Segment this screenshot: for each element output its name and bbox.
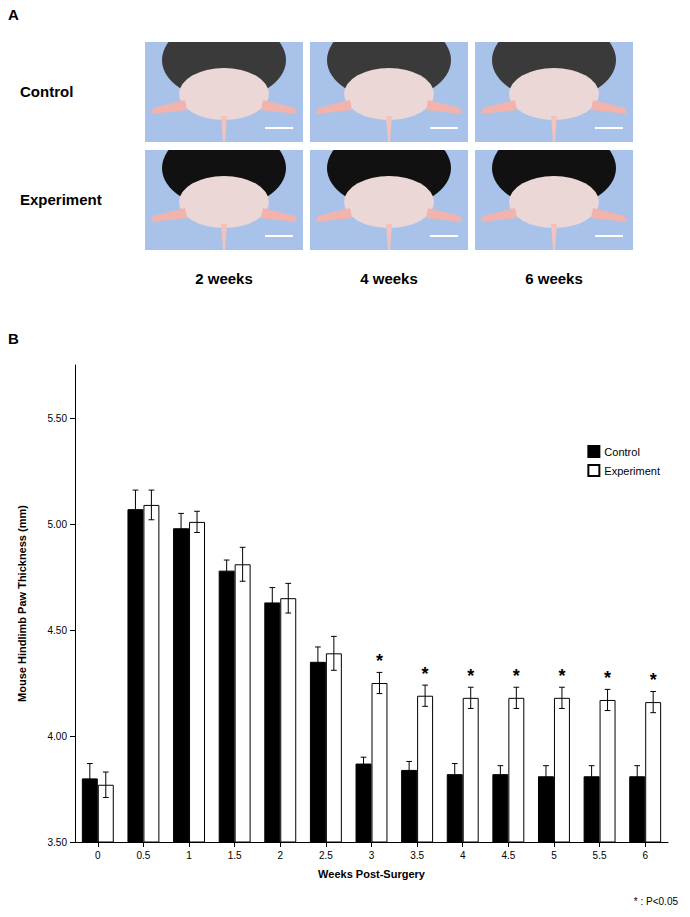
html-text:2 weeks: 2 weeks xyxy=(195,270,253,287)
svg-text:3.5: 3.5 xyxy=(410,850,424,861)
svg-text:*: * xyxy=(422,664,429,684)
svg-text:Weeks Post-Surgery: Weeks Post-Surgery xyxy=(318,868,426,880)
svg-text:*: * xyxy=(604,668,611,688)
svg-text:3.50: 3.50 xyxy=(48,837,68,848)
svg-text:0: 0 xyxy=(95,850,101,861)
svg-text:4.50: 4.50 xyxy=(48,625,68,636)
svg-text:*: * xyxy=(467,666,474,686)
svg-text:6: 6 xyxy=(642,850,648,861)
svg-text:Experiment: Experiment xyxy=(604,465,660,477)
svg-text:1: 1 xyxy=(186,850,192,861)
svg-text:2: 2 xyxy=(277,850,283,861)
svg-text:Mouse Hindlimb Paw Thickness (: Mouse Hindlimb Paw Thickness (mm) xyxy=(16,505,28,702)
html-text:4 weeks: 4 weeks xyxy=(360,270,418,287)
svg-text:1.5: 1.5 xyxy=(228,850,242,861)
svg-text:3: 3 xyxy=(369,850,375,861)
html-text:Experiment: Experiment xyxy=(20,191,102,208)
html-text:B: B xyxy=(8,330,19,347)
svg-text:*: * xyxy=(650,670,657,690)
svg-text:Control: Control xyxy=(604,446,639,458)
svg-text:*: * xyxy=(376,651,383,671)
svg-text:2.5: 2.5 xyxy=(319,850,333,861)
svg-text:*: * xyxy=(513,666,520,686)
svg-text:5: 5 xyxy=(551,850,557,861)
svg-text:* : P<0.05: * : P<0.05 xyxy=(634,896,679,907)
svg-text:0.5: 0.5 xyxy=(136,850,150,861)
html-text:A: A xyxy=(8,6,19,23)
svg-text:5.5: 5.5 xyxy=(593,850,607,861)
html-text:6 weeks: 6 weeks xyxy=(525,270,583,287)
svg-text:4.5: 4.5 xyxy=(501,850,515,861)
svg-text:*: * xyxy=(558,666,565,686)
svg-text:4.00: 4.00 xyxy=(48,731,68,742)
html-text:Control: Control xyxy=(20,83,74,100)
svg-text:4: 4 xyxy=(460,850,466,861)
svg-text:5.50: 5.50 xyxy=(48,413,68,424)
svg-text:5.00: 5.00 xyxy=(48,519,68,530)
